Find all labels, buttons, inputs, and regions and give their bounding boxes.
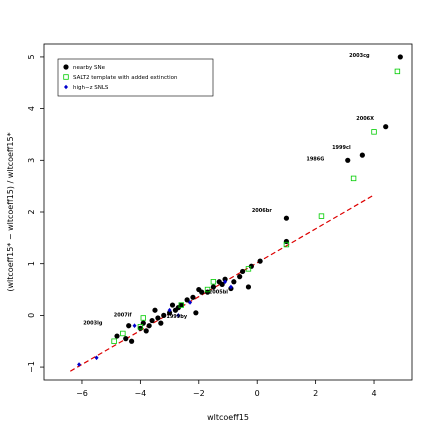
- data-point: [188, 300, 193, 305]
- data-point: [397, 54, 403, 60]
- point-annotation: 1986G: [306, 156, 324, 162]
- data-point: [237, 274, 243, 280]
- data-point: [257, 258, 263, 264]
- data-point: [383, 124, 389, 130]
- point-annotation: 1999by: [166, 314, 187, 320]
- x-axis-title: wltcoeff15: [207, 413, 249, 422]
- data-point: [196, 286, 202, 293]
- data-point: [169, 302, 176, 308]
- data-point: [359, 152, 365, 158]
- y-tick-label: 0: [27, 313, 36, 318]
- data-point: [132, 323, 137, 329]
- data-point: [146, 323, 152, 329]
- legend-label: nearby SNe: [73, 65, 106, 71]
- data-point: [240, 268, 246, 275]
- data-point: [318, 213, 325, 219]
- data-point: [371, 129, 377, 135]
- point-annotation: 1999cl: [332, 145, 351, 151]
- x-tick-label: −6: [76, 389, 88, 398]
- data-point: [283, 215, 290, 221]
- data-point: [178, 302, 184, 308]
- data-point: [345, 157, 351, 163]
- data-point: [210, 279, 217, 285]
- point-annotation: 2006br: [252, 208, 272, 214]
- data-point: [111, 338, 117, 344]
- data-point: [126, 323, 132, 329]
- data-point: [245, 284, 252, 290]
- data-point: [167, 307, 172, 313]
- y-tick-label: 5: [27, 54, 36, 59]
- point-annotation: 2003cg: [349, 53, 370, 59]
- x-tick-label: 4: [371, 389, 376, 398]
- data-point: [166, 310, 173, 316]
- data-point: [283, 241, 290, 248]
- legend-marker: [63, 74, 69, 80]
- data-point: [223, 279, 228, 285]
- data-point: [350, 175, 357, 182]
- x-tick-label: −2: [193, 389, 205, 398]
- legend-label: high−z SNLS: [73, 85, 109, 91]
- data-point: [123, 336, 129, 342]
- data-point: [140, 320, 146, 326]
- y-axis-ticks: −1 0 1 2 3 4 5: [27, 54, 44, 373]
- y-tick-label: 3: [27, 158, 36, 163]
- data-point: [161, 312, 167, 318]
- data-point: [152, 307, 158, 313]
- data-point: [137, 325, 143, 331]
- legend-box: [57, 58, 214, 97]
- data-point: [158, 320, 164, 326]
- data-point: [219, 281, 225, 287]
- data-points: [77, 54, 403, 367]
- data-point: [149, 317, 155, 324]
- legend: nearby SNe SALT2 template with added exti…: [57, 58, 214, 97]
- y-axis-title: (wltcoeff15* − wltcoeff15) / wltcoeff15*: [6, 132, 15, 291]
- data-point: [228, 284, 233, 290]
- data-point: [120, 330, 126, 337]
- data-point: [210, 284, 216, 290]
- point-annotations: 2003cg 2006X 1999cl 1986G 2006br 2005bl 1999by…: [83, 53, 374, 327]
- point-annotation: 2006X: [356, 116, 374, 122]
- data-point: [184, 297, 190, 303]
- x-tick-label: 0: [255, 389, 260, 398]
- data-point: [140, 315, 147, 321]
- data-point: [137, 324, 144, 330]
- data-point: [143, 328, 149, 334]
- legend-marker: [64, 84, 68, 90]
- data-point: [155, 315, 161, 321]
- y-tick-label: 4: [27, 106, 36, 111]
- data-point: [77, 362, 82, 367]
- point-annotation: 2005bl: [209, 290, 228, 296]
- legend-label: SALT2 template with added extinction: [73, 75, 178, 81]
- data-point: [114, 333, 120, 339]
- data-point: [175, 305, 181, 311]
- point-annotation: 2003lg: [83, 321, 103, 327]
- data-point: [94, 355, 99, 361]
- data-point: [129, 338, 135, 344]
- point-annotation: 2007if: [114, 312, 133, 318]
- data-point: [394, 68, 401, 75]
- data-point: [193, 310, 199, 316]
- data-point: [222, 276, 228, 282]
- legend-marker: [63, 64, 69, 70]
- y-tick-label: 1: [27, 261, 36, 266]
- x-tick-label: 2: [313, 389, 318, 398]
- data-point: [190, 294, 196, 300]
- data-point: [231, 279, 237, 285]
- data-point: [248, 263, 254, 269]
- fit-line: [69, 194, 375, 372]
- x-tick-label: −4: [134, 389, 146, 398]
- data-point: [176, 313, 181, 318]
- y-tick-label: 2: [27, 209, 36, 214]
- data-point: [245, 266, 252, 272]
- x-axis-ticks: −6 −4 −2 0 2 4: [76, 380, 377, 398]
- data-point: [204, 286, 211, 293]
- y-tick-label: −1: [27, 361, 36, 373]
- data-point: [283, 238, 290, 245]
